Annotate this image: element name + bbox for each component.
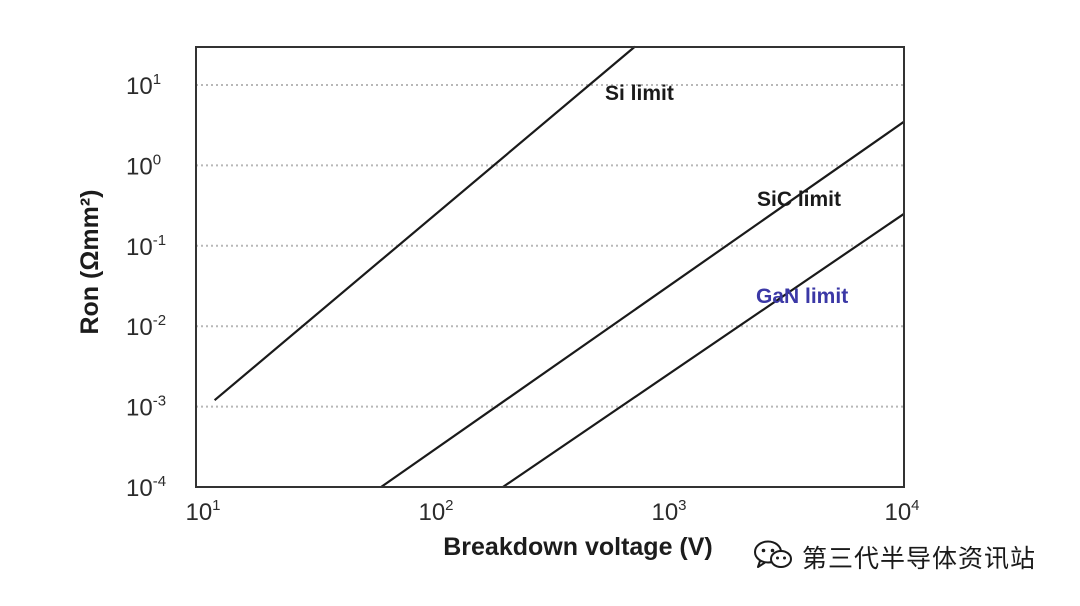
- series-line-gan: [502, 212, 905, 488]
- x-tick-label-3: 104: [884, 497, 919, 526]
- x-tick-labels: 101 102 103 104: [185, 497, 919, 526]
- wechat-icon: [752, 538, 794, 577]
- series-label-gan: GaN limit: [756, 285, 848, 308]
- watermark: 第三代半导体资讯站: [752, 534, 1036, 580]
- y-tick-label-4: 10-3: [126, 393, 166, 422]
- x-tick-label-1: 102: [418, 497, 453, 526]
- series-line-sic: [380, 120, 905, 488]
- watermark-text: 第三代半导体资讯站: [802, 544, 1037, 573]
- series-label-sic: SiC limit: [757, 188, 841, 211]
- series-lines: [213, 45, 905, 488]
- series-labels: Si limit SiC limit GaN limit: [605, 82, 848, 308]
- y-axis-title: Ron (Ωmm²): [76, 189, 104, 334]
- y-tick-label-3: 10-2: [126, 312, 166, 341]
- series-line-si: [213, 45, 636, 402]
- grid-lines: [196, 84, 904, 408]
- y-tick-label-5: 10-4: [126, 473, 166, 502]
- y-tick-label-2: 10-1: [126, 232, 166, 261]
- y-tick-label-1: 100: [126, 151, 161, 180]
- y-tick-labels: 101 100 10-1 10-2 10-3 10-4: [126, 71, 166, 502]
- y-tick-label-0: 101: [126, 71, 161, 100]
- series-label-si: Si limit: [605, 82, 674, 105]
- x-tick-label-0: 101: [185, 497, 220, 526]
- x-axis-title: Breakdown voltage (V): [443, 533, 713, 561]
- x-tick-label-2: 103: [651, 497, 686, 526]
- plot-frame: [195, 46, 905, 488]
